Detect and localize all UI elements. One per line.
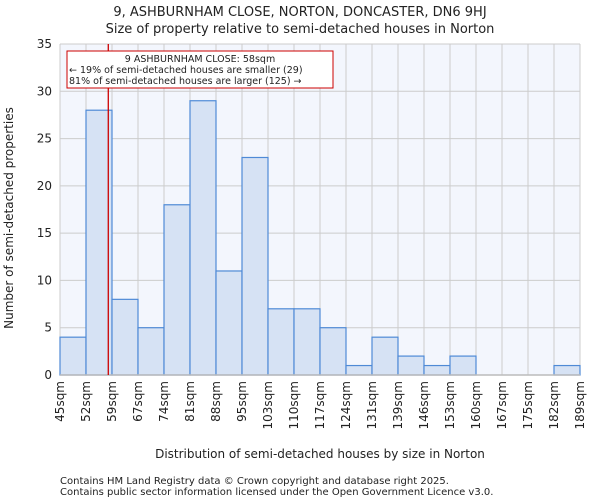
- x-tick-label: 153sqm: [443, 381, 457, 429]
- y-tick-label: 30: [37, 84, 52, 98]
- histogram-bar: [423, 364, 451, 376]
- x-tick-label: 95sqm: [235, 381, 249, 422]
- x-tick-label: 88sqm: [209, 381, 223, 422]
- x-tick-label: 67sqm: [131, 381, 145, 422]
- histogram-bar: [215, 270, 243, 376]
- x-axis-label: Distribution of semi-detached houses by …: [155, 447, 485, 461]
- footer-line1: Contains HM Land Registry data © Crown c…: [60, 476, 449, 487]
- y-tick-label: 35: [37, 37, 52, 51]
- x-tick-label: 74sqm: [157, 381, 171, 422]
- histogram-bar: [189, 100, 217, 376]
- x-tick-label: 103sqm: [261, 381, 275, 429]
- y-tick-label: 5: [44, 321, 52, 335]
- chart-title: 9, ASHBURNHAM CLOSE, NORTON, DONCASTER, …: [113, 5, 486, 20]
- histogram-bar: [293, 308, 321, 376]
- histogram-bar: [163, 204, 191, 376]
- annotation-line2: ← 19% of semi-detached houses are smalle…: [69, 65, 303, 76]
- x-tick-label: 146sqm: [417, 381, 431, 429]
- x-tick-label: 59sqm: [105, 381, 119, 422]
- histogram-bar: [371, 336, 399, 376]
- x-tick-label: 45sqm: [53, 381, 67, 422]
- x-tick-label: 182sqm: [547, 381, 561, 429]
- x-tick-label: 139sqm: [391, 381, 405, 429]
- x-tick-label: 160sqm: [469, 381, 483, 429]
- histogram-bar: [59, 336, 87, 376]
- histogram-bar: [319, 327, 347, 376]
- y-tick-label: 10: [37, 273, 52, 287]
- y-tick-label: 25: [37, 132, 52, 146]
- footer-line2: Contains public sector information licen…: [60, 487, 493, 498]
- histogram-bar: [137, 327, 165, 376]
- x-tick-label: 167sqm: [495, 381, 509, 429]
- y-axis-label: Number of semi-detached properties: [2, 107, 16, 329]
- x-tick-label: 124sqm: [339, 381, 353, 429]
- y-tick-label: 15: [37, 226, 52, 240]
- y-tick-label: 20: [37, 179, 52, 193]
- chart-subtitle: Size of property relative to semi-detach…: [106, 22, 495, 37]
- histogram-bar: [449, 355, 477, 376]
- x-tick-label: 110sqm: [287, 381, 301, 429]
- x-tick-label: 175sqm: [521, 381, 535, 429]
- annotation-box: [66, 50, 334, 89]
- y-axis: 0 5 10 15 20 25 30 35: [37, 37, 52, 382]
- histogram-bar: [267, 308, 295, 376]
- histogram-bar: [553, 364, 581, 376]
- x-tick-label: 131sqm: [365, 381, 379, 429]
- annotation-line1: 9 ASHBURNHAM CLOSE: 58sqm: [125, 54, 275, 65]
- x-tick-label: 117sqm: [313, 381, 327, 429]
- x-axis: 45sqm 52sqm 59sqm 67sqm 74sqm 81sqm 88sqm 95sqm…: [53, 374, 587, 429]
- annotation-line3: 81% of semi-detached houses are larger (…: [69, 76, 302, 87]
- x-tick-label: 52sqm: [79, 381, 93, 422]
- histogram-bar: [345, 364, 373, 376]
- histogram-bar: [111, 298, 139, 376]
- x-tick-label: 189sqm: [573, 381, 587, 429]
- histogram-bar: [397, 355, 425, 376]
- y-tick-label: 0: [44, 368, 52, 382]
- histogram-bar: [241, 156, 269, 376]
- x-tick-label: 81sqm: [183, 381, 197, 422]
